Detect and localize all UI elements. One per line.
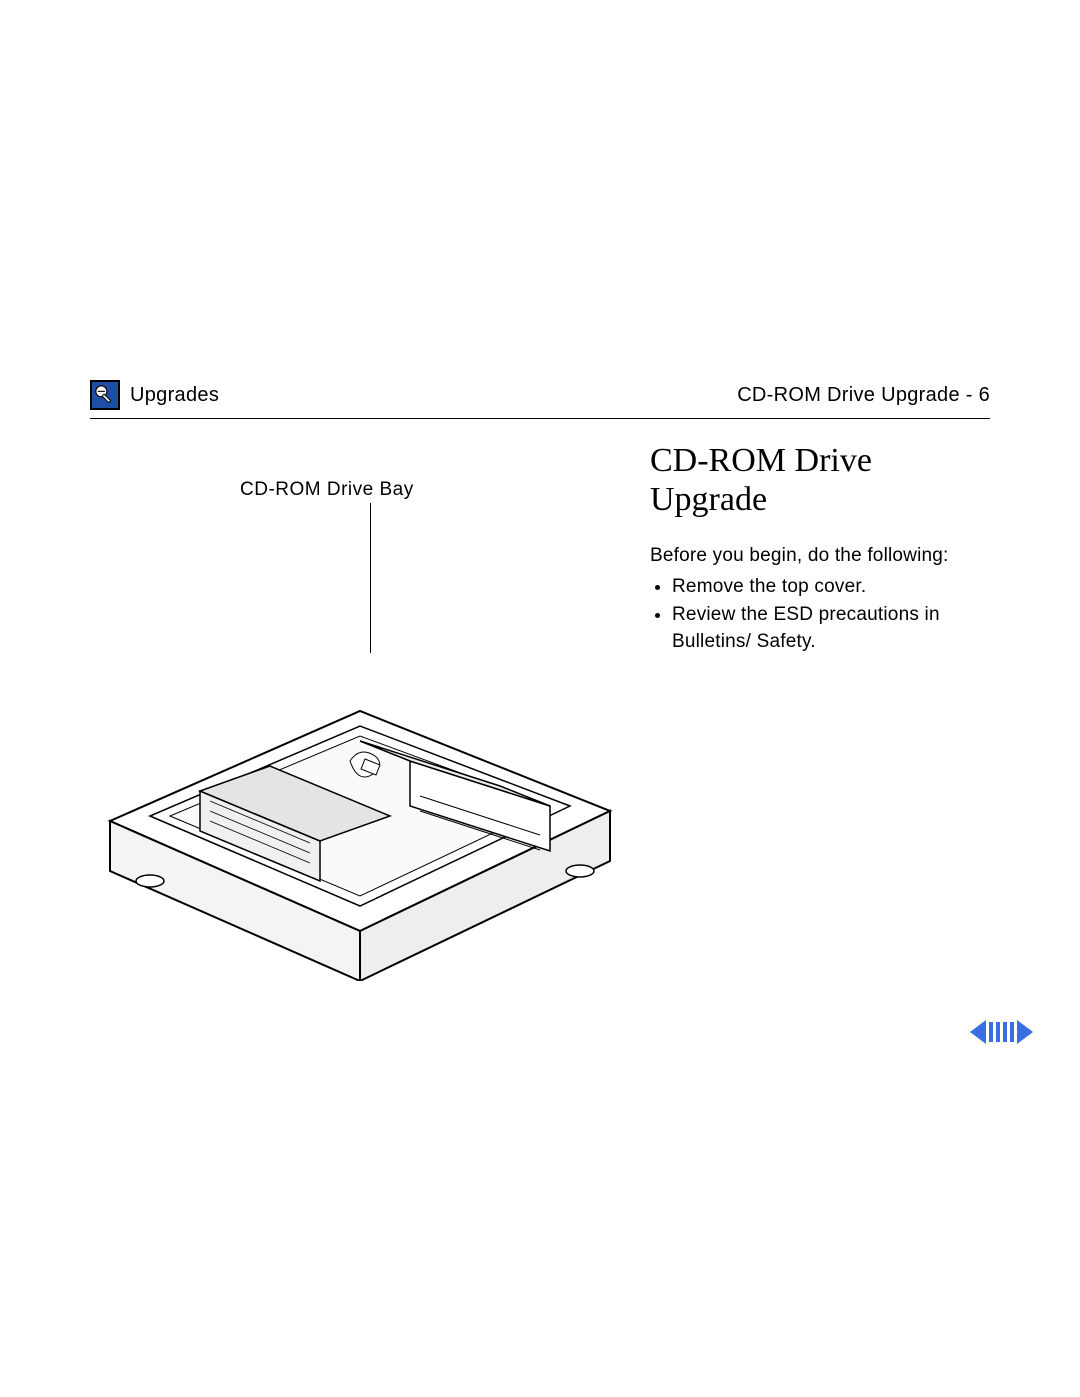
page-header: Upgrades CD-ROM Drive Upgrade - 6 [90,380,990,416]
figure-callout-label: CD-ROM Drive Bay [240,479,414,501]
header-rule [90,418,990,419]
article-intro: Before you begin, do the following: [650,543,980,570]
page-indicator-icon [989,1022,1014,1042]
content-area: CD-ROM Drive Bay [90,441,990,658]
device-illustration [90,561,630,981]
document-page: Upgrades CD-ROM Drive Upgrade - 6 CD-ROM… [90,380,990,658]
prev-page-button[interactable] [970,1020,986,1044]
article-title: CD-ROM Drive Upgrade [650,441,980,519]
step-item: Remove the top cover. [672,574,980,601]
section-name: Upgrades [130,384,219,407]
screwdriver-icon [94,384,116,406]
section-icon [90,380,120,410]
step-item: Review the ESD precautions in Bulletins/… [672,602,980,655]
next-page-button[interactable] [1017,1020,1033,1044]
article-steps: Remove the top cover. Review the ESD pre… [650,574,980,656]
page-navigator [970,1020,1033,1044]
figure-column: CD-ROM Drive Bay [90,441,630,658]
text-column: CD-ROM Drive Upgrade Before you begin, d… [650,441,980,658]
page-reference: CD-ROM Drive Upgrade - 6 [737,384,990,407]
header-left-group: Upgrades [90,380,219,410]
